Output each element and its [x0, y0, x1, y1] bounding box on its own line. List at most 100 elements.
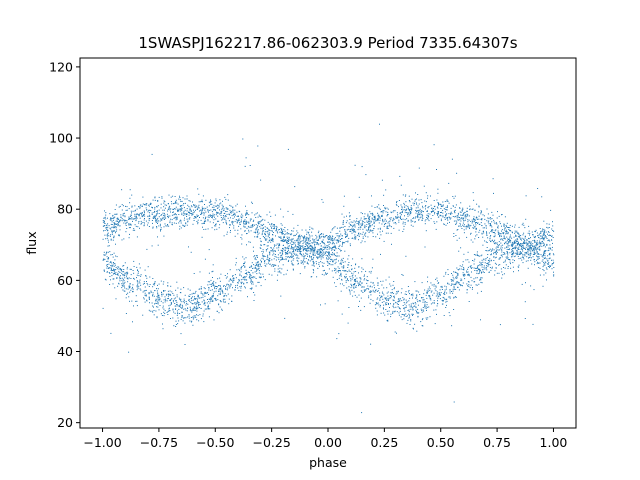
data-point — [429, 288, 431, 290]
data-point — [443, 315, 445, 316]
data-point — [482, 214, 484, 216]
data-point — [461, 209, 463, 211]
data-point — [189, 320, 191, 322]
data-point — [321, 249, 323, 251]
data-point — [274, 270, 276, 272]
data-point — [160, 203, 162, 205]
data-point — [163, 218, 165, 220]
data-point — [512, 262, 514, 264]
data-point — [419, 217, 421, 219]
data-point — [412, 309, 414, 311]
data-point — [287, 261, 289, 262]
data-point — [539, 249, 541, 251]
data-point — [352, 284, 354, 286]
data-point — [309, 253, 311, 255]
data-point — [410, 212, 412, 214]
data-point — [140, 289, 142, 291]
data-point — [421, 282, 423, 284]
data-point — [335, 233, 337, 235]
data-point — [533, 251, 535, 253]
data-point — [305, 249, 306, 251]
data-point — [361, 271, 363, 273]
data-point — [306, 233, 308, 235]
data-point — [379, 298, 381, 300]
data-point — [124, 220, 126, 222]
data-point — [262, 249, 264, 251]
data-point — [179, 225, 181, 227]
data-point — [524, 252, 526, 254]
data-point — [384, 208, 386, 209]
data-point — [505, 256, 507, 258]
data-point — [413, 303, 415, 305]
data-point — [362, 224, 364, 226]
data-point — [163, 235, 165, 237]
data-point — [157, 220, 159, 222]
data-point — [528, 241, 530, 243]
data-point — [376, 303, 378, 305]
data-point — [313, 262, 315, 264]
data-point — [392, 312, 394, 314]
data-point — [474, 220, 476, 221]
data-point — [156, 210, 158, 212]
data-point — [514, 242, 515, 243]
data-point — [377, 283, 379, 285]
data-point — [272, 234, 273, 235]
data-point — [461, 215, 463, 216]
data-point — [211, 215, 213, 216]
data-point — [489, 239, 491, 241]
data-point — [183, 300, 185, 302]
data-point — [279, 231, 281, 233]
data-point — [486, 250, 488, 252]
data-point — [527, 243, 529, 245]
data-point — [444, 201, 446, 202]
data-point — [203, 212, 205, 214]
data-point — [287, 256, 289, 258]
data-point — [433, 302, 435, 304]
data-point — [161, 219, 163, 221]
data-point — [329, 242, 331, 244]
data-point — [480, 262, 482, 264]
data-point — [176, 296, 178, 298]
data-point — [192, 213, 194, 215]
data-point — [503, 225, 505, 227]
data-point — [245, 222, 247, 224]
data-point — [190, 301, 192, 303]
data-point — [524, 301, 526, 303]
data-point — [473, 263, 475, 265]
data-point — [335, 272, 337, 274]
data-point — [272, 239, 274, 241]
data-point — [505, 224, 507, 226]
data-point — [240, 279, 242, 281]
data-point — [296, 240, 298, 242]
data-point — [325, 251, 327, 253]
data-point — [347, 240, 349, 242]
data-point — [324, 303, 326, 305]
data-point — [125, 297, 127, 299]
data-point — [546, 258, 548, 260]
data-point — [208, 216, 210, 218]
data-point — [332, 242, 334, 244]
data-point — [119, 205, 121, 207]
data-point — [113, 273, 115, 274]
data-point — [492, 248, 494, 250]
data-point — [432, 209, 434, 211]
data-point — [208, 287, 210, 289]
data-point — [323, 274, 325, 276]
data-point — [456, 282, 457, 284]
data-point — [145, 220, 147, 222]
data-point — [416, 294, 418, 296]
data-point — [169, 222, 171, 224]
data-point — [483, 259, 485, 261]
data-point — [205, 220, 207, 222]
data-point — [281, 228, 283, 230]
data-point — [112, 217, 114, 219]
data-point — [187, 307, 188, 309]
data-point — [476, 217, 478, 219]
data-point — [234, 235, 236, 237]
data-point — [390, 217, 392, 219]
data-point — [382, 307, 384, 309]
data-point — [419, 294, 421, 295]
data-point — [280, 255, 282, 257]
data-point — [418, 167, 420, 169]
data-point — [126, 206, 128, 208]
